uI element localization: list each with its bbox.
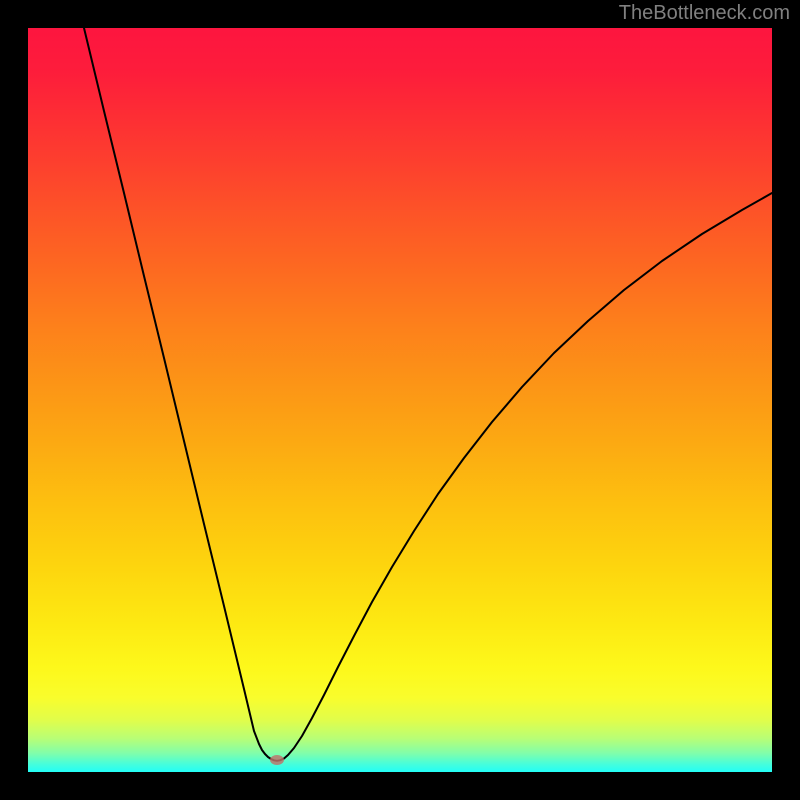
- watermark-label: TheBottleneck.com: [619, 2, 790, 25]
- chart-svg: [28, 28, 772, 772]
- gradient-background: [28, 28, 772, 772]
- minimum-marker: [270, 755, 284, 765]
- plot-area: [28, 28, 772, 772]
- chart-frame: TheBottleneck.com: [0, 0, 800, 800]
